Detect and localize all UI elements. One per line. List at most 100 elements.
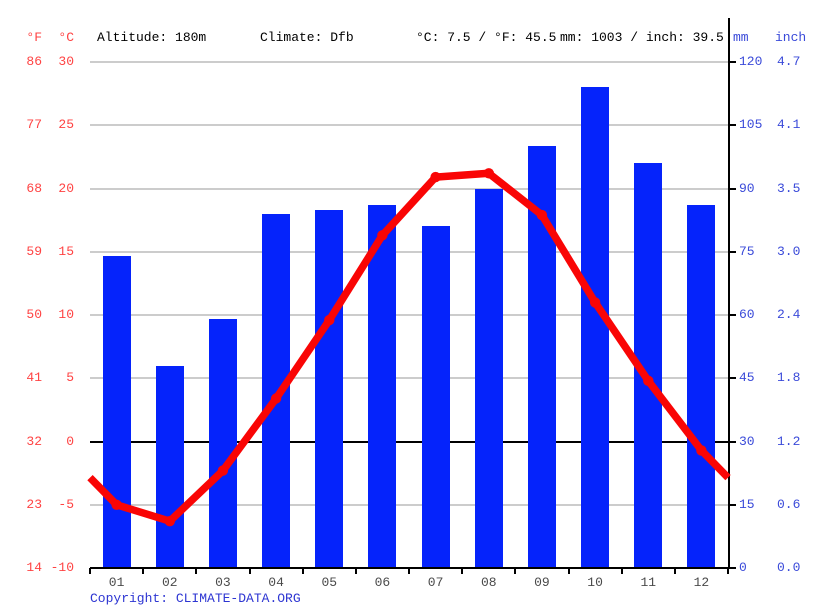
right-axis-tick: [728, 250, 736, 253]
month-label: 06: [374, 575, 391, 590]
mean-temperature-label: °C: 7.5 / °F: 45.5: [416, 30, 557, 45]
x-axis-tick: [461, 568, 464, 574]
right-axis-tick: [728, 124, 736, 127]
c-axis-label: -10: [50, 560, 74, 575]
month-label: 12: [693, 575, 710, 590]
f-axis-label: 77: [26, 117, 42, 133]
month-label: 08: [480, 575, 497, 590]
month-label: 01: [108, 575, 125, 590]
temperature-point: [483, 168, 494, 179]
inch-axis-label: 1.2: [777, 433, 801, 449]
right-axis-tick: [728, 187, 736, 190]
gridline: [90, 61, 728, 63]
month-label: 03: [215, 575, 231, 590]
inch-axis-label: 3.5: [777, 180, 801, 196]
c-axis-label: 5: [66, 370, 74, 386]
f-axis-label: 32: [26, 433, 42, 449]
mm-axis-label: 15: [739, 496, 755, 512]
precip-bar: [421, 226, 450, 568]
x-axis-tick: [354, 568, 357, 574]
x-axis-tick: [301, 568, 304, 574]
mm-axis-label: 105: [739, 117, 763, 133]
right-axis-line: [728, 18, 730, 568]
inch-axis-label: 0.6: [777, 496, 801, 512]
fahrenheit-axis-title: °F: [26, 30, 42, 45]
right-axis-tick: [728, 61, 736, 63]
precip-bar: [208, 319, 237, 568]
zero-degree-line: [90, 440, 728, 443]
c-axis-label: 30: [58, 54, 74, 69]
mm-axis-label: 75: [739, 243, 755, 259]
right-axis-tick: [728, 503, 736, 506]
mm-axis-label: 60: [739, 307, 755, 322]
x-axis-tick: [248, 568, 251, 574]
f-axis-label: 14: [26, 560, 42, 575]
mm-axis-title: mm: [733, 30, 749, 45]
f-axis-label: 59: [26, 243, 42, 259]
precip-bar: [315, 209, 344, 568]
c-axis-label: 20: [58, 180, 74, 196]
mm-axis-label: 30: [739, 433, 755, 449]
x-axis-tick: [89, 568, 91, 574]
altitude-label: Altitude: 180m: [97, 30, 207, 45]
climate-data-org-link[interactable]: CLIMATE-DATA.ORG: [175, 591, 301, 606]
month-label: 10: [587, 575, 603, 590]
f-axis-label: 68: [26, 180, 42, 196]
right-axis-tick: [728, 377, 736, 380]
right-axis-tick: [728, 440, 736, 443]
gridline: [90, 503, 728, 506]
gridline: [90, 124, 728, 127]
inch-axis-label: 4.7: [777, 54, 801, 69]
month-label: 05: [321, 575, 338, 590]
x-axis-tick: [142, 568, 145, 574]
month-label: 09: [534, 575, 550, 590]
precip-bar: [581, 87, 610, 568]
temperature-line: [87, 169, 731, 525]
climate-classification-label: Climate: Dfb: [260, 30, 354, 45]
x-axis-tick: [408, 568, 410, 574]
inch-axis-label: 2.4: [777, 307, 801, 322]
precip-bar: [262, 213, 291, 568]
mm-axis-label: 120: [739, 54, 763, 69]
precip-bar: [368, 205, 397, 568]
x-axis-line: [90, 567, 731, 569]
inch-axis-label: 0.0: [777, 560, 801, 575]
mm-axis-label: 45: [739, 370, 755, 386]
gridline: [90, 377, 728, 380]
right-axis-tick: [728, 567, 736, 569]
x-axis-tick: [673, 568, 676, 574]
gridline: [90, 250, 728, 253]
gridline: [90, 187, 728, 190]
f-axis-label: 50: [26, 307, 42, 322]
precip-bar: [474, 188, 503, 568]
mm-axis-label: 90: [739, 180, 755, 196]
month-label: 11: [640, 575, 657, 590]
inch-axis-label: 4.1: [777, 117, 801, 133]
inch-axis-label: 1.8: [777, 370, 801, 386]
precip-bar: [527, 146, 556, 568]
x-axis-tick: [727, 568, 729, 574]
c-axis-label: 0: [66, 433, 74, 449]
f-axis-label: 41: [26, 370, 42, 386]
total-precipitation-label: mm: 1003 / inch: 39.5: [560, 30, 724, 45]
f-axis-label: 23: [26, 496, 42, 512]
precip-bar: [102, 255, 131, 568]
c-axis-label: -5: [58, 496, 74, 512]
precip-bar: [155, 365, 184, 568]
x-axis-tick: [514, 568, 517, 574]
inch-axis-label: 3.0: [777, 243, 801, 259]
celsius-axis-title: °C: [58, 30, 74, 45]
x-axis-tick: [620, 568, 623, 574]
month-label: 02: [161, 575, 178, 590]
c-axis-label: 25: [58, 117, 74, 133]
c-axis-label: 15: [58, 243, 74, 259]
x-axis-tick: [195, 568, 198, 574]
copyright-line: Copyright: CLIMATE-DATA.ORG: [90, 591, 301, 606]
inch-axis-title: inch: [775, 30, 807, 45]
precip-bar: [687, 205, 716, 568]
c-axis-label: 10: [58, 307, 74, 322]
precip-bar: [634, 163, 663, 568]
f-axis-label: 86: [26, 54, 42, 69]
right-axis-tick: [728, 314, 736, 316]
